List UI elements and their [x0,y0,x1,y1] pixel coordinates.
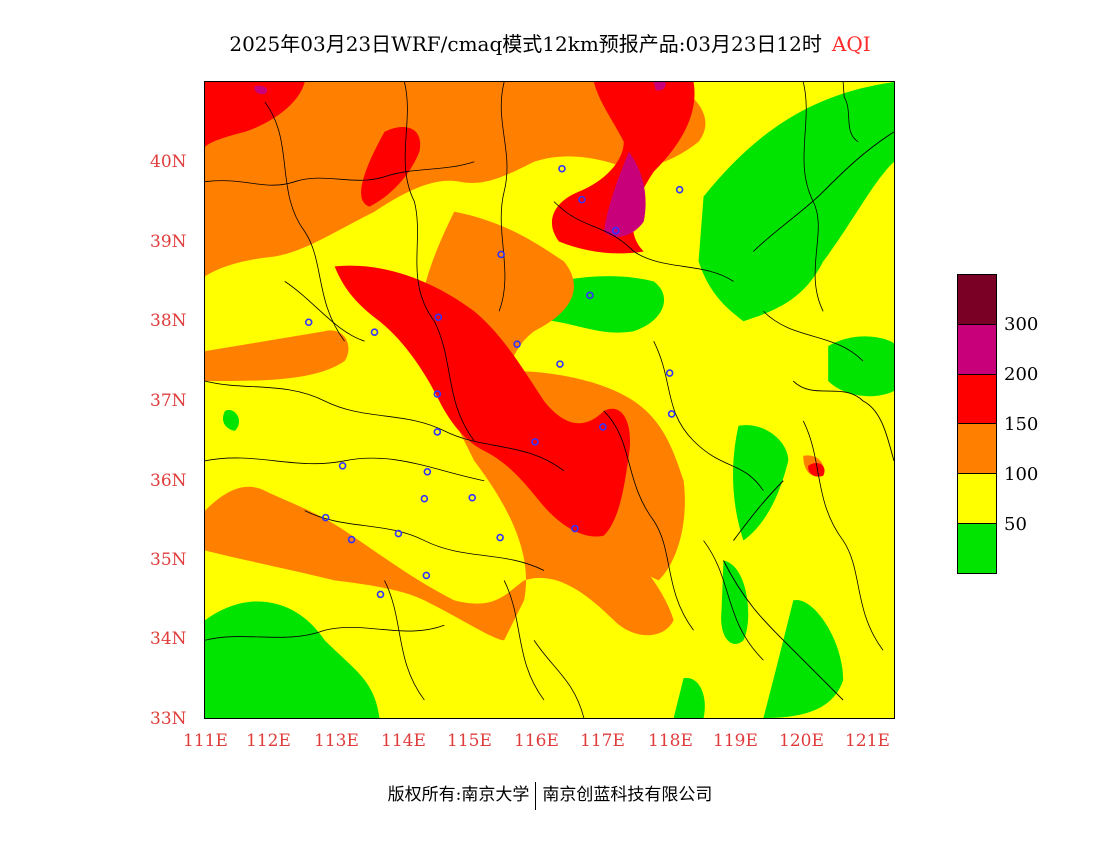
colorbar-label-50: 50 [1004,514,1027,535]
lon-label-111e: 111E [183,731,228,751]
lon-label-112e: 112E [246,731,291,751]
lon-label-114e: 114E [381,731,426,751]
title-variable: AQI [831,32,871,56]
lat-label-40n: 40N [150,152,187,172]
copyright-footer: 版权所有:南京大学 南京创蓝科技有限公司 [0,780,1100,810]
footer-divider [535,781,537,810]
colorbar-label-200: 200 [1004,364,1039,385]
colorbar-label-300: 300 [1004,314,1039,335]
colorbar-swatch-usg [958,424,996,475]
lat-label-34n: 34N [150,629,187,649]
lat-label-36n: 36N [150,471,187,491]
map-title: 2025年03月23日WRF/cmaq模式12km预报产品:03月23日12时 A… [0,28,1100,57]
colorbar-swatch-good [958,524,996,573]
copyright-company: 南京创蓝科技有限公司 [542,785,713,805]
province-boundaries [205,82,884,718]
aqi-colorbar [957,274,997,574]
very-unhealthy-zones [254,82,666,237]
aqi-field [205,82,894,718]
good-zones [205,82,894,718]
lon-label-113e: 113E [314,731,359,751]
lat-label-39n: 39N [150,232,187,252]
colorbar-label-100: 100 [1004,464,1039,485]
lon-label-116e: 116E [514,731,559,751]
lon-label-118e: 118E [648,731,693,751]
lon-label-120e: 120E [779,731,824,751]
lat-label-33n: 33N [150,709,187,729]
lat-label-38n: 38N [150,311,187,331]
lon-label-121e: 121E [845,731,890,751]
colorbar-label-150: 150 [1004,414,1039,435]
colorbar-swatch-unhealthy [958,374,996,425]
lon-label-117e: 117E [580,731,625,751]
lon-label-115e: 115E [447,731,492,751]
copyright-owner: 版权所有:南京大学 [387,785,530,805]
aqi-map [204,81,895,719]
colorbar-swatch-hazardous [958,275,996,325]
colorbar-swatch-moderate [958,474,996,525]
colorbar-swatch-very-unhealthy [958,324,996,375]
lon-label-119e: 119E [713,731,758,751]
lat-label-37n: 37N [150,391,187,411]
coastline [723,131,894,701]
lat-label-35n: 35N [150,550,187,570]
title-text: 2025年03月23日WRF/cmaq模式12km预报产品:03月23日12时 [229,32,822,56]
station-markers [304,164,684,599]
